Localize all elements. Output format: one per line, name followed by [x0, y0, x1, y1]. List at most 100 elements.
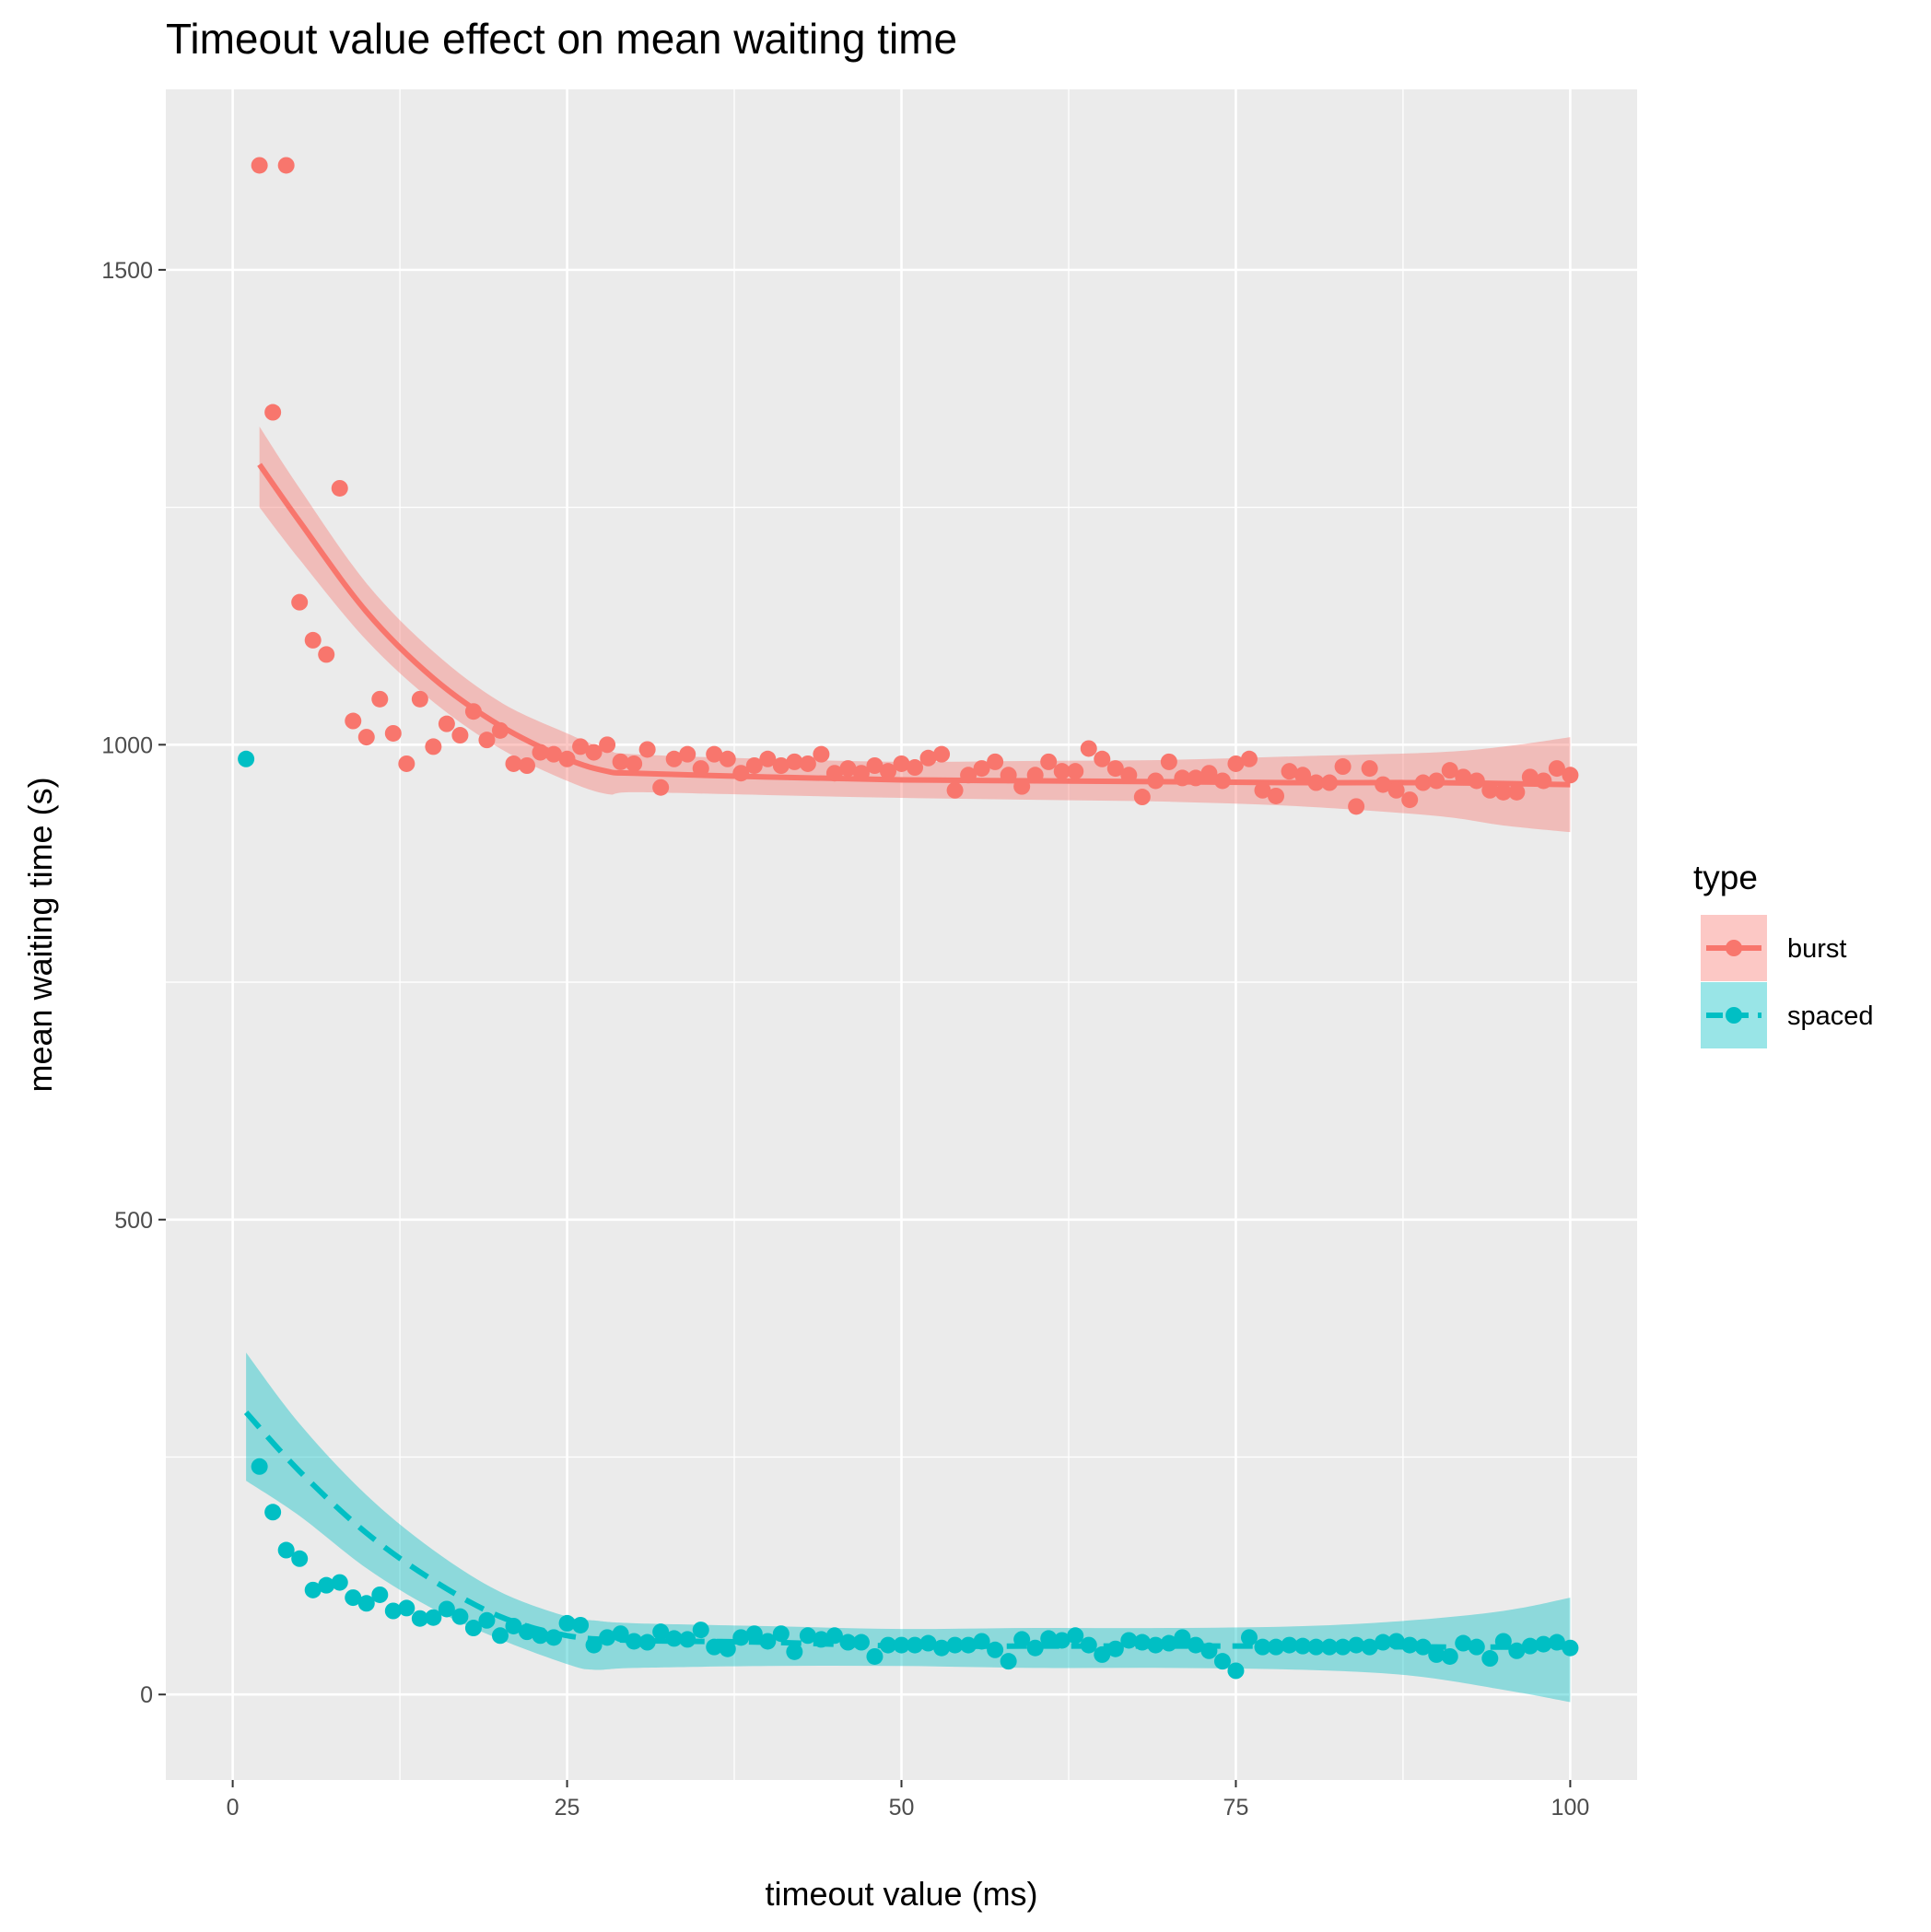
x-tick-label: 75 — [1223, 1795, 1249, 1821]
data-point-burst — [759, 750, 777, 767]
data-point-spaced — [1254, 1638, 1271, 1656]
data-point-burst — [786, 753, 803, 770]
data-point-burst — [652, 779, 670, 796]
data-point-spaced — [1000, 1653, 1017, 1670]
legend-point-burst — [1726, 940, 1742, 956]
data-point-burst — [732, 765, 750, 782]
data-point-spaced — [1441, 1647, 1458, 1665]
x-axis-title: timeout value (ms) — [765, 1875, 1037, 1913]
data-point-spaced — [786, 1643, 803, 1660]
data-point-spaced — [692, 1622, 709, 1639]
data-point-spaced — [1321, 1638, 1339, 1656]
data-point-burst — [572, 738, 590, 755]
data-point-burst — [1401, 791, 1419, 809]
data-point-burst — [1094, 750, 1111, 767]
data-point-spaced — [987, 1641, 1004, 1658]
x-axis: 0 25 50 75 100 — [227, 1780, 1590, 1821]
data-point-burst — [879, 763, 896, 780]
data-point-spaced — [946, 1636, 964, 1654]
data-point-burst — [933, 745, 951, 763]
data-point-burst — [1268, 787, 1285, 804]
data-point-spaced — [438, 1600, 455, 1618]
data-point-burst — [1000, 767, 1017, 784]
data-point-burst — [1455, 768, 1472, 786]
data-point-burst — [1414, 774, 1432, 791]
data-point-spaced — [1026, 1639, 1044, 1657]
data-point-spaced — [745, 1625, 763, 1643]
data-point-spaced — [425, 1609, 442, 1626]
data-point-burst — [772, 757, 790, 774]
data-point-spaced — [1414, 1638, 1432, 1656]
data-point-spaced — [1387, 1633, 1405, 1650]
data-point-burst — [745, 757, 763, 774]
legend-label-spaced: spaced — [1787, 1001, 1874, 1031]
data-point-burst — [1562, 767, 1579, 784]
y-tick-label: 500 — [114, 1208, 153, 1234]
data-point-burst — [1548, 760, 1565, 778]
data-point-burst — [1494, 783, 1512, 801]
data-point-spaced — [478, 1611, 496, 1629]
data-point-burst — [626, 755, 643, 772]
confidence-band-spaced — [246, 1352, 1571, 1703]
data-point-burst — [813, 745, 830, 763]
data-point-spaced — [933, 1639, 951, 1657]
data-point-spaced — [759, 1633, 777, 1650]
data-point-burst — [291, 593, 309, 611]
data-point-spaced — [1213, 1653, 1231, 1670]
data-point-spaced — [1375, 1633, 1392, 1651]
x-tick-label: 100 — [1551, 1795, 1590, 1821]
data-point-spaced — [238, 750, 255, 767]
data-point-spaced — [612, 1625, 629, 1643]
data-point-burst — [1053, 763, 1071, 780]
data-point-burst — [464, 703, 482, 720]
data-point-spaced — [1174, 1629, 1191, 1646]
data-point-burst — [960, 767, 977, 784]
data-point-burst — [1307, 774, 1325, 791]
data-point-spaced — [732, 1629, 750, 1646]
data-point-spaced — [1187, 1636, 1204, 1654]
data-point-burst — [585, 744, 603, 761]
data-point-spaced — [1481, 1650, 1499, 1668]
grid-major — [166, 89, 1637, 1780]
data-point-spaced — [1227, 1662, 1245, 1680]
data-point-spaced — [719, 1640, 736, 1657]
data-point-spaced — [1268, 1638, 1285, 1656]
data-point-spaced — [799, 1627, 816, 1645]
data-points — [238, 157, 1579, 1680]
data-point-burst — [679, 745, 696, 763]
data-point-burst — [946, 781, 964, 799]
legend: type burst spaced — [1693, 859, 1874, 1048]
data-point-spaced — [839, 1633, 857, 1651]
data-point-burst — [251, 157, 268, 174]
data-point-spaced — [652, 1623, 670, 1641]
data-point-spaced — [1401, 1636, 1419, 1654]
data-point-burst — [612, 753, 629, 770]
data-point-spaced — [919, 1634, 937, 1652]
data-point-burst — [706, 745, 723, 763]
data-point-burst — [1361, 760, 1378, 778]
data-point-spaced — [384, 1602, 402, 1620]
data-point-burst — [518, 757, 535, 774]
data-point-burst — [1227, 755, 1245, 772]
data-point-spaced — [532, 1627, 549, 1645]
data-point-spaced — [1120, 1632, 1138, 1649]
data-point-burst — [1147, 772, 1164, 790]
data-point-spaced — [1106, 1640, 1124, 1657]
data-point-burst — [1441, 762, 1458, 779]
data-point-spaced — [893, 1636, 910, 1654]
data-point-burst — [304, 631, 322, 649]
data-point-burst — [1120, 767, 1138, 784]
data-point-spaced — [1240, 1629, 1258, 1646]
data-point-burst — [1468, 772, 1485, 790]
data-point-spaced — [599, 1629, 616, 1646]
data-point-spaced — [331, 1574, 348, 1591]
data-point-burst — [692, 760, 709, 778]
data-point-burst — [919, 749, 937, 767]
data-point-burst — [331, 479, 348, 497]
x-tick-label: 0 — [227, 1795, 240, 1821]
data-point-spaced — [277, 1541, 295, 1559]
data-point-spaced — [1200, 1642, 1218, 1659]
data-point-burst — [411, 690, 428, 708]
data-point-spaced — [545, 1629, 563, 1646]
